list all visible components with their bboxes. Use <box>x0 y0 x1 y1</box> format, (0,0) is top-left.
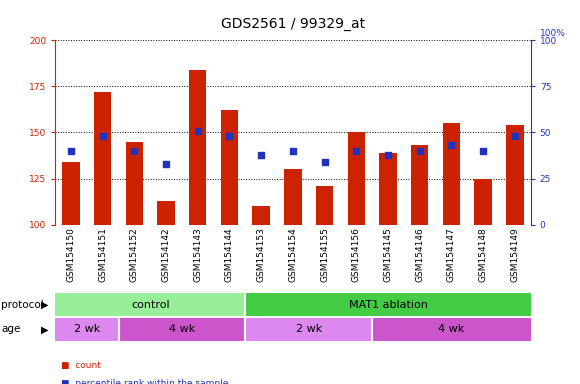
Bar <box>55 318 118 341</box>
Text: GSM154148: GSM154148 <box>478 227 488 282</box>
Text: GSM154153: GSM154153 <box>257 227 266 282</box>
Text: 2 wk: 2 wk <box>74 324 100 334</box>
Bar <box>157 201 175 225</box>
Point <box>256 152 266 158</box>
Text: GSM154152: GSM154152 <box>130 227 139 282</box>
Text: ■  percentile rank within the sample: ■ percentile rank within the sample <box>61 379 229 384</box>
Point <box>320 159 329 165</box>
Bar <box>62 162 79 225</box>
Text: GSM154154: GSM154154 <box>288 227 298 282</box>
Point <box>161 161 171 167</box>
Point <box>383 152 393 158</box>
Text: GSM154149: GSM154149 <box>510 227 519 282</box>
Text: 4 wk: 4 wk <box>438 324 465 334</box>
Text: GSM154143: GSM154143 <box>193 227 202 282</box>
Text: control: control <box>131 300 169 310</box>
Text: age: age <box>1 324 20 334</box>
Point <box>351 148 361 154</box>
Point <box>447 142 456 149</box>
Point <box>510 133 520 139</box>
Bar <box>506 125 524 225</box>
Text: ▶: ▶ <box>41 324 48 334</box>
Text: 4 wk: 4 wk <box>169 324 195 334</box>
Text: GSM154147: GSM154147 <box>447 227 456 282</box>
Text: GSM154144: GSM154144 <box>225 227 234 282</box>
Bar <box>94 92 111 225</box>
Point <box>193 127 202 134</box>
Text: MAT1 ablation: MAT1 ablation <box>349 300 427 310</box>
Point <box>288 148 298 154</box>
Text: 2 wk: 2 wk <box>296 324 322 334</box>
Bar <box>189 70 206 225</box>
Text: GSM154156: GSM154156 <box>352 227 361 282</box>
Point <box>415 148 425 154</box>
Text: ▶: ▶ <box>41 300 48 310</box>
Text: GSM154146: GSM154146 <box>415 227 424 282</box>
Text: GSM154145: GSM154145 <box>383 227 393 282</box>
Text: GSM154142: GSM154142 <box>162 227 171 282</box>
Bar <box>372 318 531 341</box>
Point <box>98 133 107 139</box>
Bar <box>347 132 365 225</box>
Point <box>66 148 75 154</box>
Text: GSM154150: GSM154150 <box>67 227 75 282</box>
Bar <box>118 318 245 341</box>
Bar <box>245 318 372 341</box>
Bar <box>379 153 397 225</box>
Bar <box>245 293 531 316</box>
Text: ■  count: ■ count <box>61 361 101 371</box>
Bar <box>55 293 245 316</box>
Bar <box>443 123 460 225</box>
Text: protocol: protocol <box>1 300 44 310</box>
Bar <box>474 179 492 225</box>
Bar <box>252 206 270 225</box>
Text: GDS2561 / 99329_at: GDS2561 / 99329_at <box>221 17 365 31</box>
Text: 100%: 100% <box>540 30 566 38</box>
Bar <box>284 169 302 225</box>
Bar <box>221 110 238 225</box>
Text: GSM154151: GSM154151 <box>98 227 107 282</box>
Text: GSM154155: GSM154155 <box>320 227 329 282</box>
Bar <box>126 142 143 225</box>
Point <box>130 148 139 154</box>
Bar <box>316 186 334 225</box>
Bar <box>411 146 429 225</box>
Point <box>478 148 488 154</box>
Point <box>225 133 234 139</box>
